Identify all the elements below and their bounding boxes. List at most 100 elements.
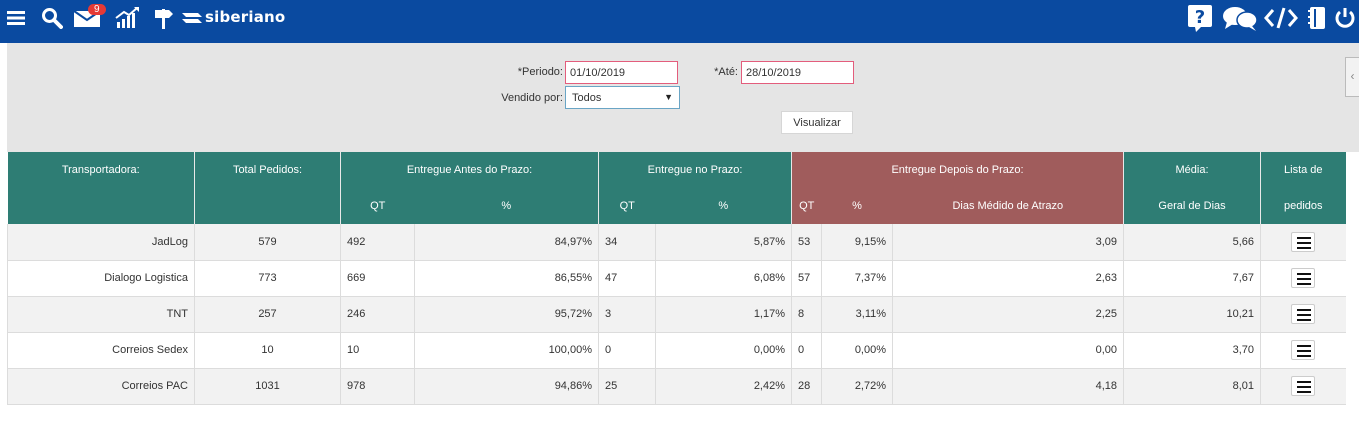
notebook-icon[interactable] bbox=[1306, 0, 1328, 36]
lista-cell bbox=[1260, 224, 1346, 261]
antes-qt-cell: 978 bbox=[340, 368, 415, 405]
dep-pct-cell: 0,00% bbox=[821, 332, 893, 369]
antes-qt-cell: 246 bbox=[340, 296, 415, 333]
table-row: Correios Sedex 10 10 100,00% 0 0,00% 0 0,00% 0,0… bbox=[7, 332, 1346, 369]
list-icon[interactable] bbox=[1291, 376, 1316, 396]
list-icon[interactable] bbox=[1291, 268, 1316, 288]
collapse-chevron-icon[interactable]: ‹ bbox=[1345, 57, 1359, 97]
signpost-icon[interactable] bbox=[152, 0, 176, 36]
no-qt-cell: 47 bbox=[598, 260, 656, 297]
dias-cell: 2,63 bbox=[892, 260, 1124, 297]
col-no-pct-header: % bbox=[655, 188, 792, 224]
no-pct-cell: 0,00% bbox=[654, 332, 792, 369]
col-dias-header: Dias Médido de Atrazo bbox=[892, 188, 1124, 224]
col-geral-header: Geral de Dias bbox=[1123, 188, 1261, 224]
dep-qt-cell: 0 bbox=[791, 332, 822, 369]
lista-cell bbox=[1260, 332, 1346, 369]
list-icon[interactable] bbox=[1291, 340, 1316, 360]
transportadora-cell: Correios Sedex bbox=[7, 332, 195, 369]
delivery-table: Transportadora: Total Pedidos: Entregue … bbox=[7, 152, 1346, 405]
top-bar: 9 siberiano ? bbox=[0, 0, 1359, 43]
mail-count-badge: 9 bbox=[88, 4, 106, 15]
no-qt-cell: 34 bbox=[598, 224, 656, 261]
transportadora-cell: Dialogo Logistica bbox=[7, 260, 195, 297]
total-cell: 1031 bbox=[194, 368, 341, 405]
col-depois-header: Entregue Depois do Prazo: bbox=[791, 152, 1124, 188]
dep-qt-cell: 53 bbox=[791, 224, 822, 261]
transportadora-cell: TNT bbox=[7, 296, 195, 333]
code-icon[interactable] bbox=[1264, 0, 1298, 36]
antes-qt-cell: 492 bbox=[340, 224, 415, 261]
transportadora-cell: Correios PAC bbox=[7, 368, 195, 405]
ate-label: *Até: bbox=[714, 66, 738, 78]
dias-cell: 4,18 bbox=[892, 368, 1124, 405]
antes-qt-cell: 669 bbox=[340, 260, 415, 297]
periodo-input[interactable]: 01/10/2019 bbox=[565, 61, 678, 84]
total-cell: 579 bbox=[194, 224, 341, 261]
total-cell: 257 bbox=[194, 296, 341, 333]
vendido-select-value: Todos bbox=[572, 92, 602, 104]
antes-pct-cell: 86,55% bbox=[414, 260, 599, 297]
no-qt-cell: 25 bbox=[598, 368, 656, 405]
col-antes-pct-header: % bbox=[414, 188, 599, 224]
filter-panel: *Periodo: 01/10/2019 *Até: 28/10/2019 Ve… bbox=[7, 43, 1359, 152]
col-media-header: Média: bbox=[1123, 152, 1261, 188]
dep-pct-cell: 9,15% bbox=[821, 224, 893, 261]
menu-icon[interactable] bbox=[6, 0, 26, 36]
col-transportadora-sub bbox=[7, 188, 195, 224]
no-pct-cell: 1,17% bbox=[654, 296, 792, 333]
antes-qt-cell: 10 bbox=[340, 332, 415, 369]
help-icon[interactable]: ? bbox=[1186, 0, 1214, 36]
dep-qt-cell: 8 bbox=[791, 296, 822, 333]
dias-cell: 2,25 bbox=[892, 296, 1124, 333]
antes-pct-cell: 95,72% bbox=[414, 296, 599, 333]
chart-icon[interactable] bbox=[114, 0, 142, 36]
col-antes-qt-header: QT bbox=[340, 188, 415, 224]
no-pct-cell: 2,42% bbox=[654, 368, 792, 405]
col-pedidos-header: pedidos bbox=[1260, 188, 1346, 224]
col-dep-qt-header: QT bbox=[791, 188, 822, 224]
media-cell: 8,01 bbox=[1123, 368, 1261, 405]
total-cell: 10 bbox=[194, 332, 341, 369]
lista-cell bbox=[1260, 296, 1346, 333]
periodo-label: *Periodo: bbox=[517, 66, 563, 78]
lista-cell bbox=[1260, 260, 1346, 297]
media-cell: 5,66 bbox=[1123, 224, 1261, 261]
ate-input[interactable]: 28/10/2019 bbox=[741, 61, 854, 84]
dep-pct-cell: 7,37% bbox=[821, 260, 893, 297]
svg-text:?: ? bbox=[1195, 7, 1205, 28]
table-row: TNT 257 246 95,72% 3 1,17% 8 3,11% 2,25 10,21 bbox=[7, 296, 1346, 333]
vendido-label: Vendido por: bbox=[501, 92, 563, 104]
dep-pct-cell: 3,11% bbox=[821, 296, 893, 333]
power-icon[interactable] bbox=[1334, 0, 1356, 36]
no-qt-cell: 0 bbox=[598, 332, 656, 369]
table-row: Dialogo Logistica 773 669 86,55% 47 6,08% 57 7,… bbox=[7, 260, 1346, 297]
chat-icon[interactable] bbox=[1222, 0, 1258, 36]
col-antes-header: Entregue Antes do Prazo: bbox=[340, 152, 599, 188]
media-cell: 10,21 bbox=[1123, 296, 1261, 333]
table-row: Correios PAC 1031 978 94,86% 25 2,42% 28 2,72% 4… bbox=[7, 368, 1346, 405]
no-qt-cell: 3 bbox=[598, 296, 656, 333]
media-cell: 7,67 bbox=[1123, 260, 1261, 297]
antes-pct-cell: 94,86% bbox=[414, 368, 599, 405]
list-icon[interactable] bbox=[1291, 231, 1316, 252]
col-no-qt-header: QT bbox=[598, 188, 656, 224]
brand-name: siberiano bbox=[205, 8, 286, 26]
table-row: JadLog 579 492 84,97% 34 5,87% 53 9,15% 3,09 5,66 bbox=[7, 224, 1346, 261]
col-total-header: Total Pedidos: bbox=[194, 152, 341, 188]
lista-cell bbox=[1260, 368, 1346, 405]
dias-cell: 0,00 bbox=[892, 332, 1124, 369]
list-icon[interactable] bbox=[1291, 304, 1316, 324]
search-icon[interactable] bbox=[40, 0, 64, 36]
col-lista-header: Lista de bbox=[1260, 152, 1346, 188]
col-noprazo-header: Entregue no Prazo: bbox=[597, 152, 792, 188]
vendido-select[interactable]: Todos ▼ bbox=[565, 86, 680, 109]
no-pct-cell: 6,08% bbox=[654, 260, 792, 297]
dep-qt-cell: 57 bbox=[791, 260, 822, 297]
dep-pct-cell: 2,72% bbox=[821, 368, 893, 405]
media-cell: 3,70 bbox=[1123, 332, 1261, 369]
transportadora-cell: JadLog bbox=[7, 224, 195, 261]
visualizar-button[interactable]: Visualizar bbox=[781, 111, 853, 134]
col-dep-pct-header: % bbox=[821, 188, 893, 224]
brand-logo-icon bbox=[180, 0, 204, 36]
